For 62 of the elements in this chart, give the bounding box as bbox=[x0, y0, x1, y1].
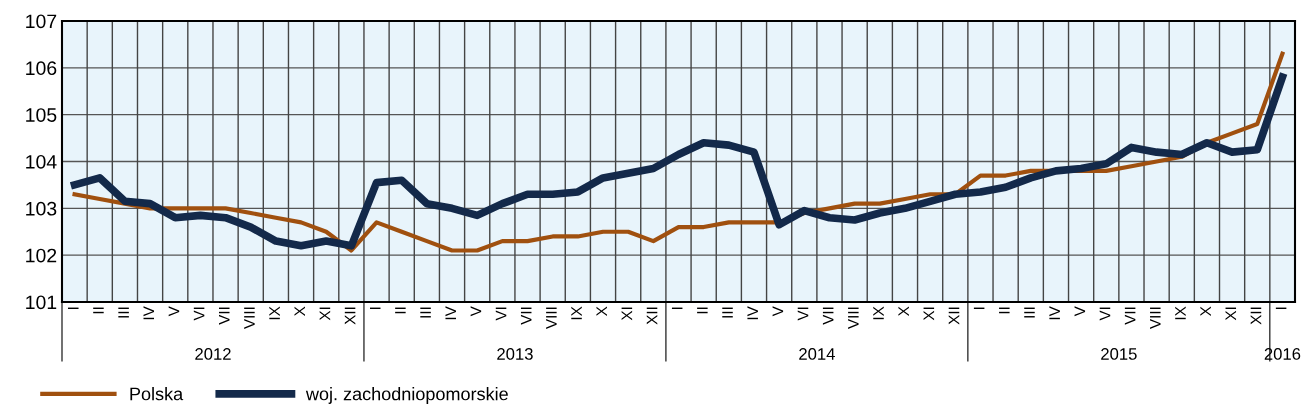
x-tick-label: III bbox=[722, 307, 733, 318]
legend-label: woj. zachodniopomorskie bbox=[305, 387, 508, 404]
x-tick-label: IV bbox=[747, 306, 758, 320]
x-tick-label: V bbox=[1074, 306, 1086, 317]
y-tick-label: 103 bbox=[26, 201, 57, 216]
text: 2015 bbox=[1101, 348, 1137, 360]
x-tick-label: I bbox=[369, 307, 381, 309]
y-tick-label: 101 bbox=[26, 295, 57, 310]
x-tick-label: VIII bbox=[848, 307, 859, 330]
x-tick-label: XII bbox=[344, 307, 356, 325]
x-tick-label: II bbox=[697, 307, 708, 314]
x-tick-label: XII bbox=[948, 307, 960, 325]
text: 2013 bbox=[497, 348, 533, 360]
x-tick-label: IX bbox=[269, 306, 280, 320]
y-tick-label: 107 bbox=[26, 14, 57, 29]
x-tick-label: IX bbox=[571, 306, 582, 320]
x-tick-label: III bbox=[118, 307, 129, 318]
x-tick-label: XI bbox=[1225, 307, 1237, 321]
x-tick-label: XII bbox=[1250, 307, 1262, 325]
text: 2012 bbox=[195, 348, 231, 360]
x-tick-label: II bbox=[93, 307, 104, 314]
x-tick-label: X bbox=[294, 306, 305, 317]
x-tick-label: II bbox=[395, 307, 406, 314]
x-tick-label: V bbox=[470, 306, 482, 317]
x-tick-label: VI bbox=[193, 307, 205, 321]
x-tick-label: VI bbox=[495, 307, 507, 321]
x-tick-label: VIII bbox=[244, 307, 255, 330]
x-tick-label: I bbox=[68, 307, 79, 309]
x-tick-label: III bbox=[420, 307, 431, 318]
x-tick-label: V bbox=[168, 306, 180, 317]
x-tick-label: III bbox=[1024, 307, 1035, 318]
y-tick-label: 102 bbox=[26, 248, 57, 263]
x-tick-label: XII bbox=[646, 307, 658, 325]
x-tick-label: XI bbox=[621, 307, 633, 321]
y-tick-label: 104 bbox=[26, 154, 57, 169]
x-tick-label: I bbox=[1275, 307, 1287, 309]
x-tick-label: VII bbox=[822, 307, 834, 325]
x-tick-label: IX bbox=[1175, 306, 1186, 320]
legend-label: Polska bbox=[130, 387, 184, 401]
x-tick-label: X bbox=[1200, 306, 1211, 317]
text: 2014 bbox=[799, 348, 835, 360]
x-tick-label: II bbox=[999, 307, 1010, 314]
x-tick-label: VII bbox=[520, 307, 532, 325]
y-tick-label: 105 bbox=[26, 108, 57, 122]
x-tick-label: V bbox=[772, 306, 784, 317]
x-tick-label: VII bbox=[1124, 307, 1136, 325]
x-tick-label: IV bbox=[445, 306, 456, 320]
x-tick-label: IX bbox=[873, 306, 884, 320]
x-tick-label: VIII bbox=[1150, 307, 1161, 330]
x-tick-label: VIII bbox=[546, 307, 557, 330]
x-tick-label: IV bbox=[1049, 306, 1060, 320]
x-tick-label: VI bbox=[1099, 307, 1111, 321]
x-tick-label: I bbox=[973, 307, 985, 309]
x-tick-label: IV bbox=[143, 306, 155, 320]
x-tick-label: I bbox=[671, 307, 683, 309]
x-tick-label: X bbox=[596, 306, 607, 317]
x-tick-label: VII bbox=[219, 307, 230, 325]
x-tick-label: XI bbox=[319, 307, 331, 321]
y-tick-label: 106 bbox=[26, 61, 57, 76]
x-tick-label: XI bbox=[923, 307, 935, 321]
x-tick-label: VI bbox=[797, 307, 809, 321]
x-tick-label: X bbox=[898, 306, 909, 317]
